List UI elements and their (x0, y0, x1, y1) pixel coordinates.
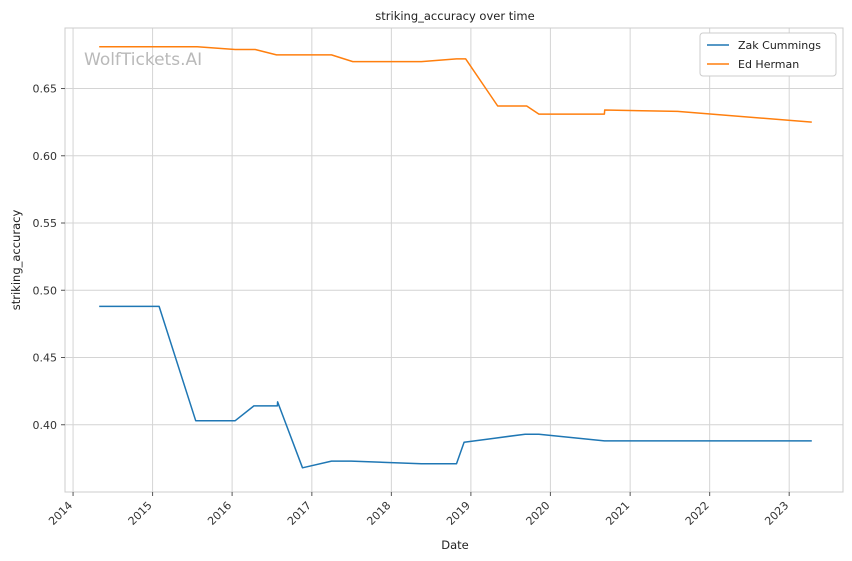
x-axis: 2014 2015 2016 2017 2018 2019 2020 2021 2022 2023 (46, 492, 791, 528)
y-tick-label: 0.55 (33, 217, 58, 230)
y-tick-label: 0.65 (33, 83, 58, 96)
legend-box (699, 32, 837, 77)
x-tick-label: 2021 (603, 499, 632, 528)
x-tick-label: 2018 (364, 499, 393, 528)
x-tick-label: 2016 (205, 499, 234, 528)
watermark: WolfTickets.AI (84, 50, 202, 70)
x-tick-label: 2022 (683, 499, 712, 528)
y-tick-label: 0.45 (33, 352, 58, 365)
x-axis-label: Date (441, 538, 469, 552)
x-tick-label: 2019 (444, 499, 473, 528)
y-axis: 0.40 0.45 0.50 0.55 0.60 0.65 (33, 83, 65, 432)
series-line-ed-herman (99, 46, 812, 123)
y-tick-label: 0.50 (33, 284, 58, 297)
x-tick-label: 2023 (762, 499, 791, 528)
y-tick-label: 0.40 (33, 419, 58, 432)
series-layer (99, 46, 812, 469)
chart-title: striking_accuracy over time (375, 9, 534, 23)
y-tick-label: 0.60 (33, 150, 58, 163)
plot-frame (64, 27, 844, 493)
x-tick-label: 2020 (524, 499, 553, 528)
legend-label-ed-herman: Ed Herman (738, 58, 799, 71)
series-line-zak-cummings (99, 305, 812, 469)
legend-label-zak-cummings: Zak Cummings (738, 39, 821, 52)
grid (65, 28, 843, 492)
legend: Zak Cummings Ed Herman (699, 32, 837, 77)
x-tick-label: 2015 (126, 499, 155, 528)
x-tick-label: 2014 (46, 499, 75, 528)
y-axis-label: striking_accuracy (9, 210, 23, 311)
x-tick-label: 2017 (285, 499, 314, 528)
